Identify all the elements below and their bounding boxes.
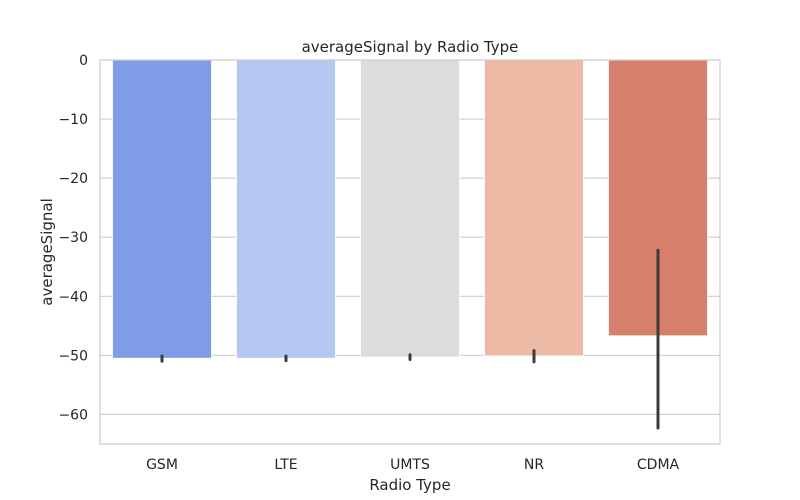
y-tick-label: −30 bbox=[58, 230, 88, 246]
y-tick-label: −40 bbox=[58, 289, 88, 305]
y-tick-labels: 0 −10 −20 −30 −40 −50 −60 bbox=[58, 53, 88, 423]
bar-lte bbox=[235, 59, 337, 359]
y-tick-label: −60 bbox=[58, 407, 88, 423]
x-axis-label: Radio Type bbox=[369, 476, 450, 494]
chart-title: averageSignal by Radio Type bbox=[302, 38, 519, 56]
bar-gsm bbox=[111, 59, 213, 359]
error-bars bbox=[160, 248, 660, 430]
bars bbox=[111, 59, 709, 359]
y-tick-label: −50 bbox=[58, 348, 88, 364]
x-tick-labels: GSM LTE UMTS NR CDMA bbox=[146, 457, 679, 473]
x-tick-label: UMTS bbox=[390, 457, 430, 473]
x-tick-label: GSM bbox=[146, 457, 178, 473]
y-tick-label: −10 bbox=[58, 112, 88, 128]
bar-nr bbox=[483, 59, 585, 357]
plot-frame bbox=[99, 59, 721, 445]
y-tick-label: 0 bbox=[79, 53, 88, 69]
x-tick-label: NR bbox=[524, 457, 544, 473]
x-tick-label: CDMA bbox=[637, 457, 680, 473]
x-tick-label: LTE bbox=[274, 457, 297, 473]
bar-umts bbox=[359, 59, 461, 358]
y-axis-label: averageSignal bbox=[38, 198, 56, 305]
y-tick-label: −20 bbox=[58, 171, 88, 187]
